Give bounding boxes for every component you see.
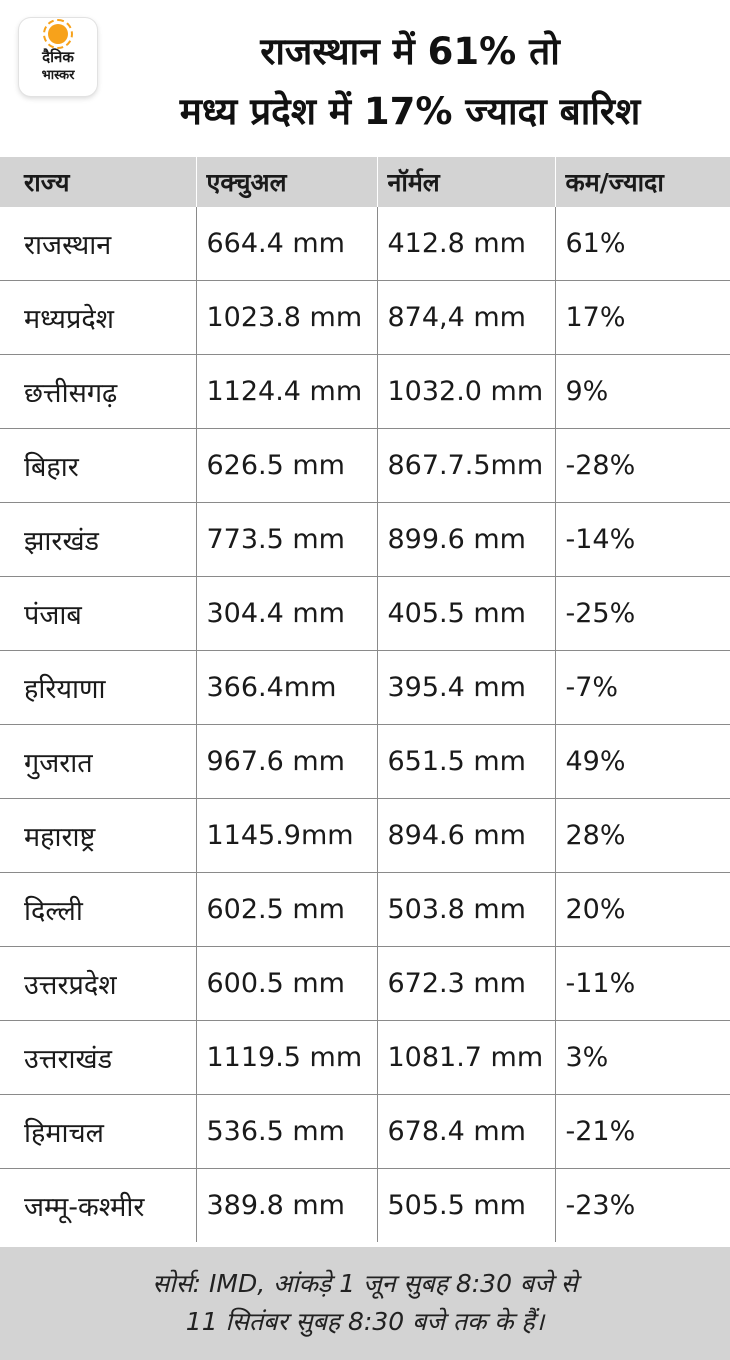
table-row: बिहार 626.5 mm 867.7.5mm -28% [0, 428, 730, 503]
difference-cell: 28% [554, 798, 730, 873]
difference-cell: -14% [554, 502, 730, 577]
logo-word-2: भास्कर [41, 68, 75, 83]
state-cell: झारखंड [0, 502, 196, 577]
actual-cell: 1124.4 mm [195, 354, 377, 429]
table-row: हिमाचल 536.5 mm 678.4 mm -21% [0, 1094, 730, 1169]
header-normal: नॉर्मल [376, 157, 555, 207]
table-row: उत्तराखंड 1119.5 mm 1081.7 mm 3% [0, 1020, 730, 1095]
actual-cell: 664.4 mm [195, 207, 377, 281]
difference-cell: 9% [554, 354, 730, 429]
table-row: गुजरात 967.6 mm 651.5 mm 49% [0, 724, 730, 799]
title-line-2: मध्य प्रदेश में 17% ज्यादा बारिश [179, 90, 641, 133]
difference-cell: 3% [554, 1020, 730, 1095]
state-cell: महाराष्ट्र [0, 798, 196, 873]
actual-cell: 389.8 mm [195, 1168, 377, 1242]
normal-cell: 503.8 mm [376, 872, 555, 947]
header: दैनिक भास्कर राजस्थान में 61% तो मध्य प्… [0, 0, 730, 155]
state-cell: हरियाणा [0, 650, 196, 725]
footer-line-1: सोर्स: IMD, आंकड़े 1 जून सुबह 8:30 बजे स… [152, 1269, 578, 1298]
dainik-bhaskar-logo: दैनिक भास्कर [19, 18, 97, 96]
state-cell: उत्तराखंड [0, 1020, 196, 1095]
normal-cell: 894.6 mm [376, 798, 555, 873]
title-line-1: राजस्थान में 61% तो [260, 30, 560, 73]
normal-cell: 867.7.5mm [376, 428, 555, 503]
table-row: हरियाणा 366.4mm 395.4 mm -7% [0, 650, 730, 725]
normal-cell: 505.5 mm [376, 1168, 555, 1242]
difference-cell: -11% [554, 946, 730, 1021]
normal-cell: 899.6 mm [376, 502, 555, 577]
state-cell: जम्मू-कश्मीर [0, 1168, 196, 1242]
difference-cell: 17% [554, 280, 730, 355]
table-row: महाराष्ट्र 1145.9mm 894.6 mm 28% [0, 798, 730, 873]
actual-cell: 1119.5 mm [195, 1020, 377, 1095]
table-row: उत्तरप्रदेश 600.5 mm 672.3 mm -11% [0, 946, 730, 1021]
state-cell: राजस्थान [24, 230, 112, 261]
logo-word-1: दैनिक [42, 48, 74, 66]
actual-cell: 602.5 mm [195, 872, 377, 947]
actual-cell: 304.4 mm [195, 576, 377, 651]
difference-cell: -23% [554, 1168, 730, 1242]
source-footer: सोर्स: IMD, आंकड़े 1 जून सुबह 8:30 बजे स… [0, 1247, 730, 1360]
table-header-row: राज्य एक्चुअल नॉर्मल कम/ज्यादा [0, 157, 730, 207]
state-cell: पंजाब [0, 576, 196, 651]
state-cell: दिल्ली [0, 872, 196, 947]
normal-cell: 1081.7 mm [376, 1020, 555, 1095]
table-row: छत्तीसगढ़ 1124.4 mm 1032.0 mm 9% [0, 354, 730, 429]
actual-cell: 366.4mm [195, 650, 377, 725]
state-cell: गुजरात [0, 724, 196, 799]
actual-cell: 1145.9mm [195, 798, 377, 873]
actual-cell: 1023.8 mm [195, 280, 377, 355]
difference-cell: -25% [554, 576, 730, 651]
state-cell: हिमाचल [0, 1094, 196, 1169]
rainfall-table: राज्य एक्चुअल नॉर्मल कम/ज्यादा राजस्थान 6… [0, 157, 730, 1242]
state-cell: छत्तीसगढ़ [0, 354, 196, 429]
table-row: जम्मू-कश्मीर 389.8 mm 505.5 mm -23% [0, 1168, 730, 1242]
actual-cell: 773.5 mm [195, 502, 377, 577]
normal-cell: 651.5 mm [376, 724, 555, 799]
normal-cell: 405.5 mm [376, 576, 555, 651]
difference-cell: 49% [554, 724, 730, 799]
header-actual: एक्चुअल [195, 157, 377, 207]
normal-cell: 672.3 mm [376, 946, 555, 1021]
table-row: झारखंड 773.5 mm 899.6 mm -14% [0, 502, 730, 577]
difference-cell: -7% [554, 650, 730, 725]
header-difference: कम/ज्यादा [554, 157, 730, 207]
table-row: पंजाब 304.4 mm 405.5 mm -25% [0, 576, 730, 651]
state-cell: मध्यप्रदेश [0, 280, 196, 355]
actual-cell: 967.6 mm [195, 724, 377, 799]
header-state: राज्य [0, 157, 196, 207]
normal-cell: 1032.0 mm [376, 354, 555, 429]
state-cell: उत्तरप्रदेश [0, 946, 196, 1021]
table-row: दिल्ली 602.5 mm 503.8 mm 20% [0, 872, 730, 947]
page-title: राजस्थान में 61% तो मध्य प्रदेश में 17% … [100, 22, 720, 142]
footer-line-2: 11 सितंबर सुबह 8:30 बजे तक के हैं। [185, 1307, 545, 1336]
actual-cell: 626.5 mm [195, 428, 377, 503]
difference-cell: 20% [554, 872, 730, 947]
difference-cell: -21% [554, 1094, 730, 1169]
actual-cell: 600.5 mm [195, 946, 377, 1021]
state-cell: बिहार [0, 428, 196, 503]
normal-cell: 395.4 mm [376, 650, 555, 725]
actual-cell: 536.5 mm [195, 1094, 377, 1169]
normal-cell: 678.4 mm [376, 1094, 555, 1169]
normal-cell: 412.8 mm [376, 207, 555, 281]
normal-cell: 874,4 mm [376, 280, 555, 355]
difference-cell: -28% [554, 428, 730, 503]
difference-cell: 61% [554, 207, 730, 281]
table-row: राजस्थान 664.4 mm 412.8 mm 61% [0, 207, 730, 281]
table-body: राजस्थान 664.4 mm 412.8 mm 61% मध्यप्रदेश 102… [0, 207, 730, 1242]
table-row: मध्यप्रदेश 1023.8 mm 874,4 mm 17% [0, 280, 730, 355]
sun-icon [43, 19, 73, 49]
